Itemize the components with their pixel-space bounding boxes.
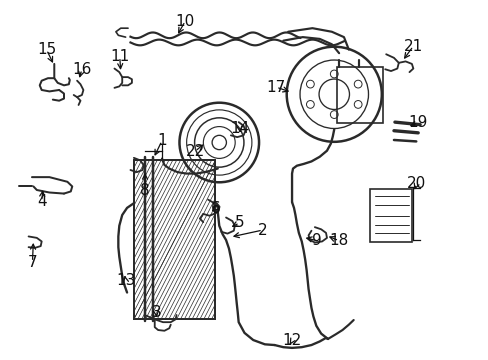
Text: 22: 22 — [185, 144, 204, 159]
Text: 15: 15 — [37, 42, 56, 57]
Text: 13: 13 — [116, 273, 135, 288]
Text: 18: 18 — [329, 233, 348, 248]
Text: 3: 3 — [151, 305, 161, 320]
Text: 9: 9 — [312, 233, 322, 248]
Text: 2: 2 — [258, 222, 267, 238]
Text: 6: 6 — [210, 201, 220, 216]
Text: 1: 1 — [157, 133, 166, 148]
Text: 4: 4 — [37, 194, 46, 209]
Bar — [134, 160, 215, 319]
Text: 19: 19 — [407, 115, 427, 130]
Text: 21: 21 — [403, 39, 422, 54]
Text: 5: 5 — [234, 215, 244, 230]
Text: 16: 16 — [72, 62, 91, 77]
Bar — [369, 189, 411, 242]
Text: 7: 7 — [28, 255, 37, 270]
Text: 14: 14 — [229, 121, 249, 136]
Bar — [336, 67, 382, 123]
Text: 17: 17 — [266, 80, 285, 95]
Text: 10: 10 — [175, 14, 195, 28]
Text: 11: 11 — [110, 49, 129, 64]
Text: 8: 8 — [140, 183, 149, 198]
Text: 20: 20 — [407, 176, 426, 191]
Text: 12: 12 — [282, 333, 301, 348]
